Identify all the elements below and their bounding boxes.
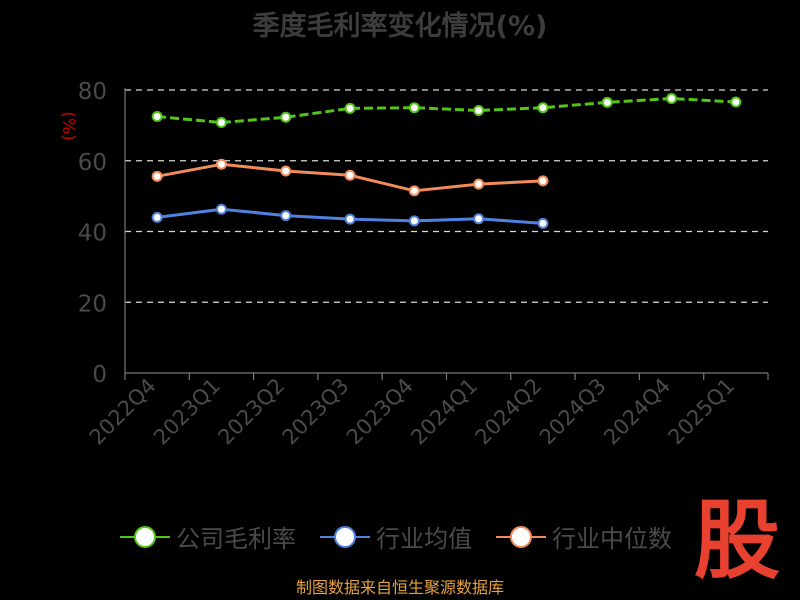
x-tick-label: 2025Q1	[663, 374, 739, 450]
y-tick-label: 20	[78, 291, 107, 317]
y-tick-label: 80	[78, 79, 107, 105]
legend-label: 行业均值	[376, 525, 472, 553]
data-point	[151, 111, 163, 123]
data-point	[730, 96, 742, 108]
data-point	[344, 213, 356, 225]
x-tick-label: 2023Q4	[342, 374, 418, 450]
x-tick-label: 2023Q1	[149, 374, 225, 450]
data-point	[473, 213, 485, 225]
legend-item[interactable]: 公司毛利率	[120, 519, 296, 554]
data-point	[280, 111, 292, 123]
data-point	[666, 92, 678, 104]
legend-label: 行业中位数	[552, 525, 672, 553]
series-line	[157, 96, 736, 125]
data-point	[408, 102, 420, 114]
legend-label: 公司毛利率	[176, 525, 296, 553]
x-tick-label: 2024Q2	[471, 374, 547, 450]
data-point	[537, 217, 549, 229]
data-source-note: 制图数据来自恒生聚源数据库	[295, 578, 504, 597]
legend-item[interactable]: 行业均值	[320, 519, 472, 554]
y-tick-label: 40	[78, 221, 107, 247]
data-point	[344, 102, 356, 114]
data-point	[473, 105, 485, 117]
y-axis-label: (%)	[58, 111, 78, 140]
data-point	[151, 170, 163, 182]
data-point	[408, 185, 420, 197]
legend: 公司毛利率 行业均值 行业中位数	[120, 519, 696, 554]
x-tick-label: 2024Q4	[599, 374, 675, 450]
data-point	[215, 158, 227, 170]
x-tick-label: 2023Q2	[213, 374, 289, 450]
y-tick-label: 60	[78, 150, 107, 176]
data-point	[280, 165, 292, 177]
chart-title: 季度毛利率变化情况(%)	[252, 11, 548, 42]
legend-swatch	[120, 525, 170, 548]
data-point	[151, 211, 163, 223]
data-point	[473, 178, 485, 190]
data-point	[215, 117, 227, 129]
data-point	[537, 102, 549, 114]
legend-swatch	[496, 525, 546, 548]
x-tick-label: 2024Q3	[535, 374, 611, 450]
data-point	[344, 169, 356, 181]
data-point	[537, 175, 549, 187]
data-point	[215, 203, 227, 215]
x-tick-label: 2023Q3	[278, 374, 354, 450]
x-tick-label: 2024Q1	[406, 374, 482, 450]
legend-swatch	[320, 525, 370, 548]
data-point	[280, 210, 292, 222]
y-tick-label: 0	[92, 362, 107, 388]
watermark-logo: 股	[694, 490, 780, 591]
data-point	[408, 215, 420, 227]
legend-item[interactable]: 行业中位数	[496, 519, 672, 554]
data-point	[601, 96, 613, 108]
